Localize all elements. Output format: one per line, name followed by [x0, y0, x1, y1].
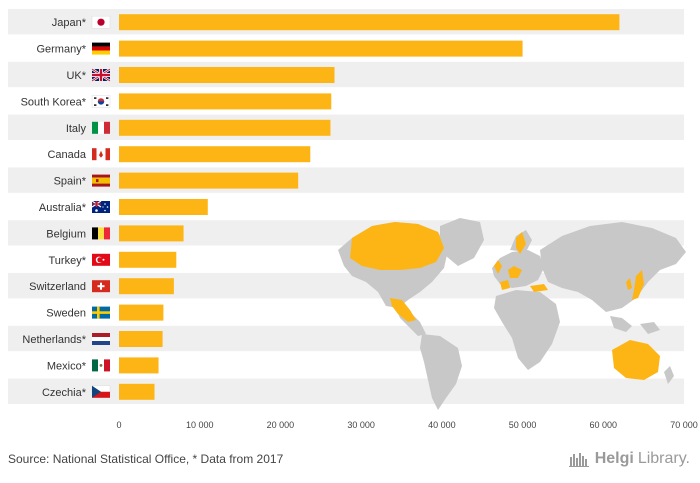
czechia-flag-icon	[91, 385, 111, 398]
sweden-flag-icon	[92, 306, 110, 319]
x-tick-label: 20 000	[267, 420, 295, 430]
category-label: Netherlands*	[22, 334, 86, 346]
x-tick-label: 50 000	[509, 420, 537, 430]
category-label: Japan*	[52, 17, 87, 29]
category-label: Czechia*	[42, 387, 87, 399]
bar-japan	[119, 14, 620, 31]
x-tick-label: 0	[116, 420, 121, 430]
x-tick-label: 30 000	[347, 420, 375, 430]
brand-logo: Helgi Library.	[568, 450, 690, 468]
bar-czechia	[119, 383, 155, 400]
south-korea-flag-icon	[91, 95, 111, 108]
x-tick-label: 70 000	[670, 420, 698, 430]
japan-flag-icon	[91, 15, 111, 29]
bar-netherlands	[119, 331, 163, 347]
bar-italy	[119, 119, 331, 136]
bar-south-korea	[119, 93, 332, 110]
bar-germany	[119, 40, 523, 57]
germany-flag-icon	[92, 42, 110, 55]
australia-flag-icon	[91, 200, 110, 213]
canada-flag-icon	[92, 148, 110, 161]
category-label: Spain*	[54, 176, 87, 188]
brand-name-light: Library.	[637, 450, 690, 467]
x-tick-label: 60 000	[590, 420, 618, 430]
category-label: Sweden	[46, 308, 86, 320]
source-note: Source: National Statistical Office, * D…	[8, 452, 284, 466]
chart-container: Japan* Germany* UK* South Korea* Italy Canada…	[8, 9, 698, 430]
bar-switzerland	[119, 278, 174, 295]
category-label: Switzerland	[29, 281, 86, 293]
category-label: Canada	[47, 149, 86, 161]
bar-canada	[119, 146, 311, 163]
category-label: Italy	[66, 123, 87, 135]
category-label: Germany*	[36, 44, 86, 56]
library-icon	[568, 453, 589, 467]
footer: Source: National Statistical Office, * D…	[0, 440, 700, 483]
bar-chart: Japan* Germany* UK* South Korea* Italy Canada…	[8, 9, 698, 430]
x-tick-label: 10 000	[186, 420, 214, 430]
bar-belgium	[119, 225, 184, 242]
italy-flag-icon	[92, 121, 110, 134]
netherlands-flag-icon	[92, 333, 110, 345]
belgium-flag-icon	[92, 227, 110, 240]
switzerland-flag-icon	[92, 280, 110, 293]
brand-name-bold: Helgi	[594, 450, 634, 467]
bar-australia	[119, 199, 208, 215]
spain-flag-icon	[92, 174, 110, 187]
category-label: South Korea*	[21, 96, 87, 108]
category-label: Mexico*	[47, 360, 87, 372]
category-label: UK*	[66, 70, 86, 82]
bar-mexico	[119, 357, 159, 374]
bar-turkey	[119, 251, 177, 268]
category-label: Australia*	[39, 202, 87, 214]
x-tick-label: 40 000	[428, 420, 456, 430]
bar-spain	[119, 172, 299, 189]
category-label: Belgium	[46, 228, 86, 240]
bar-sweden	[119, 304, 164, 321]
world-map-icon	[338, 218, 686, 410]
category-label: Turkey*	[49, 255, 87, 267]
uk-flag-icon	[91, 68, 111, 82]
turkey-flag-icon	[92, 253, 110, 266]
mexico-flag-icon	[92, 359, 110, 372]
bar-uk	[119, 67, 335, 83]
